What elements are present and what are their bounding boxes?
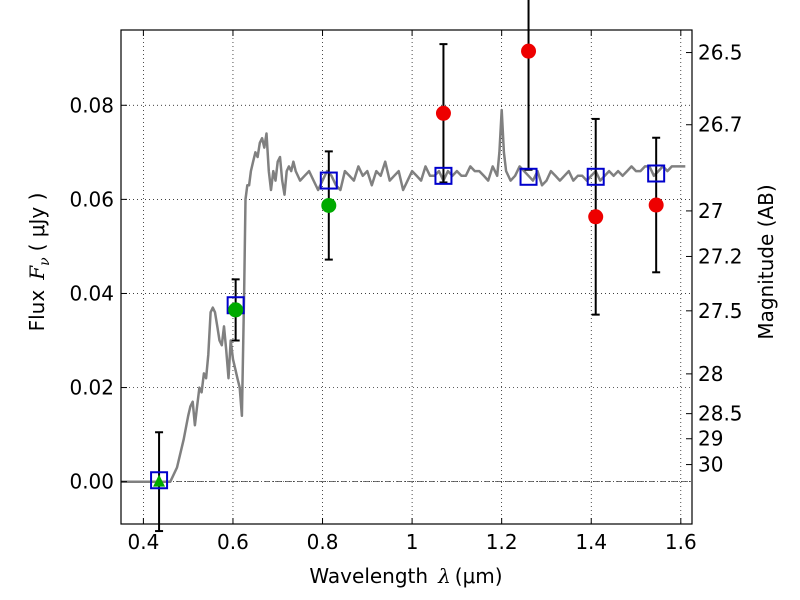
- magnitude-tick-label: 26.7: [698, 113, 743, 137]
- y-axis-label: Flux Fν ( μJy ): [25, 193, 53, 332]
- red-data-point: [521, 43, 537, 59]
- magnitude-tick-label: 28.5: [698, 402, 743, 426]
- red-data-point: [435, 105, 451, 121]
- red-data-point: [588, 209, 604, 225]
- detection-point: [321, 197, 337, 213]
- y-axis-ticks: 0.00 0.02 0.04 0.06 0.08: [69, 93, 127, 494]
- x-axis-label-symbol: λ: [437, 564, 451, 588]
- plot-frame: [120, 29, 693, 525]
- magnitude-tick-label: 27: [698, 199, 723, 223]
- model-band-square: [434, 166, 453, 185]
- magnitude-tick-label: 28: [698, 362, 723, 386]
- magnitude-axis-label: Magnitude (AB): [754, 184, 778, 339]
- error-bars: [155, 0, 661, 533]
- model-band-square: [647, 164, 666, 183]
- magnitude-tick-label: 29: [698, 427, 723, 451]
- x-tick-label: 1.4: [575, 530, 607, 554]
- y-axis-label-text: Flux: [25, 290, 49, 332]
- x-tick-label: 0.6: [217, 530, 249, 554]
- x-tick-label: 0.8: [307, 530, 339, 554]
- y-tick-label: 0.04: [69, 281, 114, 305]
- x-axis-label: Wavelength λ (μm): [309, 564, 502, 588]
- detection-point: [228, 302, 244, 318]
- model-spectrum: [121, 108, 686, 483]
- grid: [121, 30, 692, 524]
- model-spectrum-line: [121, 108, 686, 483]
- magnitude-tick-label: 30: [698, 453, 723, 477]
- y-tick-label: 0.06: [69, 187, 114, 211]
- model-band-square: [586, 167, 605, 186]
- x-axis-label-text: Wavelength: [309, 564, 428, 588]
- magnitude-tick-label: 26.5: [698, 41, 743, 65]
- magnitude-tick-label: 27.5: [698, 299, 743, 323]
- x-axis-ticks: 0.4 0.6 0.8 1 1.2 1.4 1.6: [127, 30, 697, 554]
- y-axis-label-unit: ( μJy ): [25, 193, 49, 252]
- y-tick-label: 0.08: [69, 93, 114, 117]
- red-data-point: [648, 197, 664, 213]
- model-band-square: [519, 167, 538, 186]
- y-tick-label: 0.00: [69, 470, 114, 494]
- y-tick-label: 0.02: [69, 376, 114, 400]
- x-tick-label: 1.2: [486, 530, 518, 554]
- x-tick-label: 1.6: [665, 530, 697, 554]
- model-band-square: [319, 171, 338, 190]
- y-axis-label-subscript: ν: [37, 257, 53, 266]
- y-axis-label-symbol: F: [25, 265, 49, 281]
- x-tick-label: 0.4: [127, 530, 159, 554]
- x-axis-label-unit: (μm): [455, 564, 503, 588]
- model-band-square: [150, 471, 169, 490]
- non-detection-triangle: [153, 474, 166, 487]
- magnitude-tick-label: 27.2: [698, 244, 743, 268]
- data-markers: [150, 43, 666, 490]
- x-tick-label: 1: [406, 530, 419, 554]
